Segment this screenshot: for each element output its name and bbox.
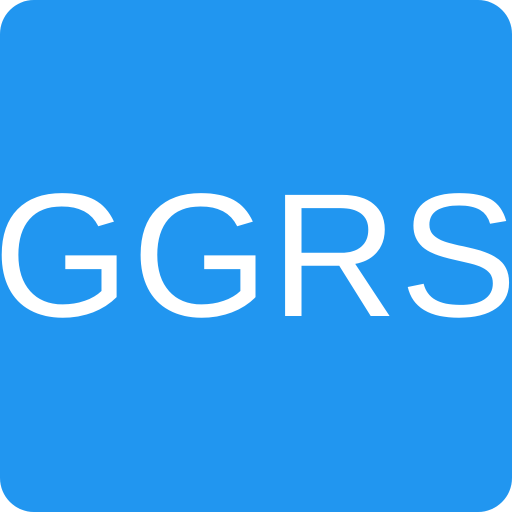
app-icon-label: GGRS (0, 158, 512, 354)
